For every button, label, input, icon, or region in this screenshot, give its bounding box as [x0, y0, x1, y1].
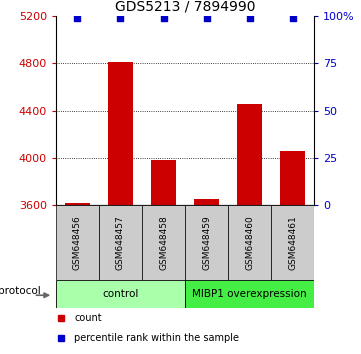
Text: GSM648456: GSM648456	[73, 215, 82, 270]
Point	[161, 15, 166, 21]
Bar	[280, 151, 305, 205]
Bar	[228, 205, 271, 280]
Bar	[65, 203, 90, 205]
Bar	[99, 205, 142, 280]
Text: count: count	[74, 313, 102, 323]
Text: GSM648460: GSM648460	[245, 215, 254, 270]
Text: GSM648461: GSM648461	[288, 215, 297, 270]
Bar	[185, 205, 228, 280]
Bar	[108, 62, 134, 205]
Point	[204, 15, 209, 21]
Bar	[193, 199, 219, 205]
Text: percentile rank within the sample: percentile rank within the sample	[74, 333, 239, 343]
Bar	[185, 280, 314, 308]
Point	[247, 15, 252, 21]
Point	[75, 15, 81, 21]
Bar	[56, 280, 185, 308]
Bar	[151, 160, 177, 205]
Text: GSM648459: GSM648459	[202, 215, 211, 270]
Bar	[237, 103, 262, 205]
Bar	[142, 205, 185, 280]
Text: MIBP1 overexpression: MIBP1 overexpression	[192, 289, 307, 299]
Bar	[271, 205, 314, 280]
Bar	[56, 205, 99, 280]
Text: control: control	[102, 289, 139, 299]
Title: GDS5213 / 7894990: GDS5213 / 7894990	[115, 0, 255, 13]
Text: protocol: protocol	[0, 286, 41, 296]
Point	[290, 15, 295, 21]
Point	[118, 15, 123, 21]
Text: GSM648457: GSM648457	[116, 215, 125, 270]
Text: GSM648458: GSM648458	[159, 215, 168, 270]
